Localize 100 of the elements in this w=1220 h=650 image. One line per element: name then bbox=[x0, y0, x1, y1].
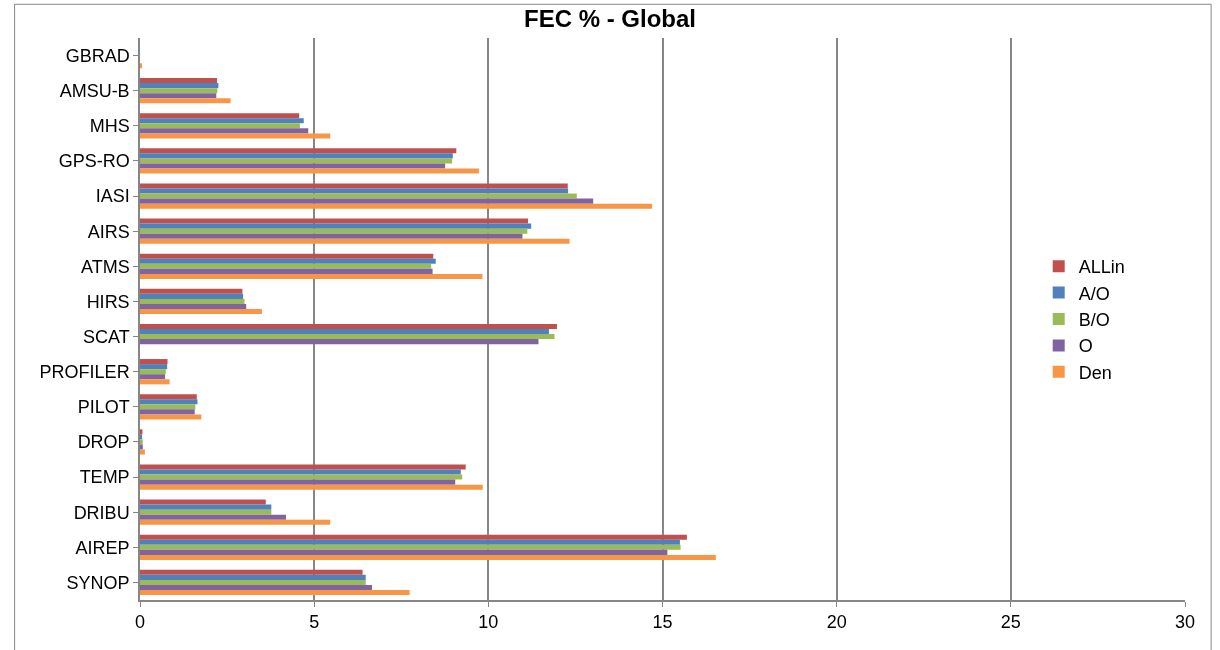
bar bbox=[140, 590, 410, 596]
bar bbox=[140, 499, 266, 505]
bar bbox=[140, 504, 272, 510]
bar bbox=[140, 549, 668, 555]
bar bbox=[140, 364, 168, 370]
bar bbox=[140, 409, 195, 415]
bar bbox=[140, 263, 432, 269]
bar bbox=[140, 88, 218, 94]
y-tick-label: GPS-RO bbox=[58, 151, 130, 172]
bar bbox=[140, 439, 143, 445]
bar bbox=[140, 323, 557, 329]
bar bbox=[140, 359, 168, 365]
bar bbox=[140, 133, 331, 139]
bar bbox=[140, 339, 539, 345]
bar bbox=[140, 484, 483, 490]
y-tick-label: GBRAD bbox=[65, 45, 130, 66]
x-tick-label: 15 bbox=[652, 612, 673, 633]
bar bbox=[140, 78, 217, 84]
y-tick-label: ATMS bbox=[80, 256, 130, 277]
bar bbox=[140, 153, 453, 159]
bar bbox=[140, 309, 262, 315]
y-tick-label: SCAT bbox=[82, 326, 130, 347]
y-tick-label: DRIBU bbox=[73, 502, 130, 523]
bar bbox=[140, 193, 577, 199]
bar bbox=[140, 519, 331, 525]
bar bbox=[140, 569, 363, 575]
bar bbox=[140, 93, 217, 99]
bar bbox=[140, 188, 569, 194]
bar bbox=[140, 223, 532, 229]
y-tick-label: PROFILER bbox=[39, 361, 130, 382]
bar bbox=[140, 253, 434, 259]
bar bbox=[140, 449, 145, 455]
x-tick-label: 25 bbox=[1000, 612, 1021, 633]
bar bbox=[140, 474, 463, 480]
bar bbox=[140, 394, 197, 400]
x-tick-label: 5 bbox=[309, 612, 320, 633]
chart-title: FEC % - Global bbox=[523, 4, 697, 32]
y-tick-label: PILOT bbox=[77, 397, 130, 418]
bar bbox=[140, 574, 366, 580]
bar bbox=[140, 233, 523, 239]
bar bbox=[140, 509, 272, 515]
y-tick-label: DROP bbox=[77, 432, 130, 453]
bar bbox=[140, 268, 433, 274]
y-tick-label: HIRS bbox=[86, 291, 130, 312]
bar bbox=[140, 379, 170, 385]
bar bbox=[140, 168, 479, 174]
bar bbox=[140, 198, 594, 204]
bar bbox=[140, 83, 219, 89]
x-tick-label: 30 bbox=[1174, 612, 1196, 633]
bar bbox=[140, 128, 309, 134]
bar bbox=[140, 113, 300, 119]
x-tick-label: 10 bbox=[478, 612, 499, 633]
bar bbox=[140, 158, 453, 164]
y-tick-label: AIREP bbox=[75, 537, 130, 558]
bar bbox=[140, 163, 446, 169]
bar bbox=[140, 399, 198, 405]
legend-label: ALLin bbox=[1078, 257, 1125, 278]
bar bbox=[140, 534, 687, 540]
bar bbox=[140, 479, 456, 485]
bar bbox=[140, 258, 436, 264]
bar bbox=[140, 464, 466, 470]
bar bbox=[140, 273, 483, 279]
bar bbox=[140, 374, 166, 380]
y-tick-label: IASI bbox=[95, 186, 130, 207]
bar bbox=[140, 303, 247, 310]
x-tick-label: 0 bbox=[134, 612, 146, 633]
bar bbox=[140, 118, 304, 124]
bar bbox=[140, 298, 245, 304]
y-tick-label: SYNOP bbox=[66, 572, 130, 593]
bar bbox=[140, 98, 231, 104]
bar bbox=[140, 228, 528, 234]
legend-label: A/O bbox=[1078, 283, 1110, 304]
bar bbox=[140, 539, 680, 545]
bar bbox=[140, 554, 716, 560]
bar bbox=[140, 203, 653, 209]
bar bbox=[140, 469, 461, 475]
x-tick-label: 20 bbox=[826, 612, 847, 633]
bar bbox=[140, 434, 143, 440]
bar bbox=[140, 328, 549, 335]
bar bbox=[140, 369, 166, 375]
bar bbox=[140, 293, 244, 299]
bar bbox=[140, 334, 555, 340]
bar bbox=[140, 123, 300, 129]
bar bbox=[140, 238, 570, 244]
bar bbox=[140, 444, 143, 450]
y-tick-label: AMSU-B bbox=[59, 80, 130, 101]
bar bbox=[140, 404, 196, 410]
legend-label: Den bbox=[1078, 362, 1112, 383]
bar bbox=[140, 183, 568, 189]
bar bbox=[140, 148, 457, 154]
bar bbox=[140, 414, 202, 420]
y-tick-label: TEMP bbox=[79, 467, 130, 488]
legend-label: B/O bbox=[1078, 310, 1110, 331]
y-tick-label: AIRS bbox=[87, 221, 130, 242]
bar bbox=[140, 544, 681, 550]
bar bbox=[140, 514, 286, 520]
legend-label: O bbox=[1078, 336, 1093, 357]
bar bbox=[140, 218, 529, 224]
bar bbox=[140, 288, 243, 294]
y-tick-label: MHS bbox=[89, 116, 130, 137]
